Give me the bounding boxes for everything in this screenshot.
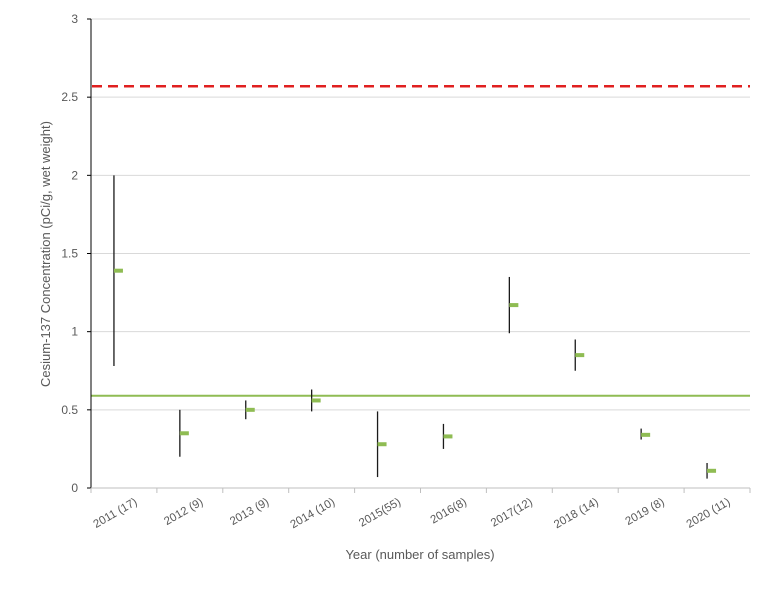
y-tick-label: 3 xyxy=(71,12,78,26)
x-tick-label: 2020 (11) xyxy=(685,496,733,531)
x-tick-label: 2015(55) xyxy=(357,496,403,529)
x-tick-label: 2019 (8) xyxy=(624,496,667,528)
x-tick-label: 2016(8) xyxy=(429,496,469,526)
y-tick-label: 0.5 xyxy=(61,403,78,417)
mean-marker xyxy=(377,442,387,447)
y-tick-label: 1 xyxy=(71,325,78,339)
y-tick-label: 1.5 xyxy=(61,247,78,261)
axes xyxy=(87,18,751,493)
x-tick-labels: 2011 (17) 2012 (9) 2013 (9) 2014 (10) 2015(5… xyxy=(92,496,733,531)
reference-lines xyxy=(91,84,750,397)
x-tick-label: 2013 (9) xyxy=(228,496,271,528)
x-tick-label: 2018 (14) xyxy=(552,496,601,531)
mean-marker xyxy=(113,268,123,273)
y-tick-labels: 0 0.5 1 1.5 2 2.5 3 xyxy=(61,12,78,495)
mean-marker xyxy=(575,353,585,358)
mean-marker xyxy=(443,434,453,439)
range-bars xyxy=(113,175,708,479)
mean-marker xyxy=(509,303,519,308)
x-tick-label: 2017(12) xyxy=(489,496,535,529)
x-tick-label: 2014 (10) xyxy=(289,496,338,531)
mean-marker xyxy=(245,407,255,412)
mean-markers xyxy=(113,268,717,473)
y-tick-label: 2 xyxy=(71,168,78,182)
x-axis-label: Year (number of samples) xyxy=(345,547,494,562)
mean-marker xyxy=(707,468,717,473)
y-axis-label: Cesium-137 Concentration (pCi/g, wet wei… xyxy=(38,121,53,387)
x-tick-label: 2011 (17) xyxy=(92,496,140,531)
gridlines xyxy=(91,18,750,411)
mean-marker xyxy=(179,431,189,436)
mean-marker xyxy=(641,432,651,437)
x-tick-label: 2012 (9) xyxy=(162,496,205,528)
mean-marker xyxy=(311,398,321,403)
y-tick-label: 0 xyxy=(71,481,78,495)
y-tick-label: 2.5 xyxy=(61,90,78,104)
